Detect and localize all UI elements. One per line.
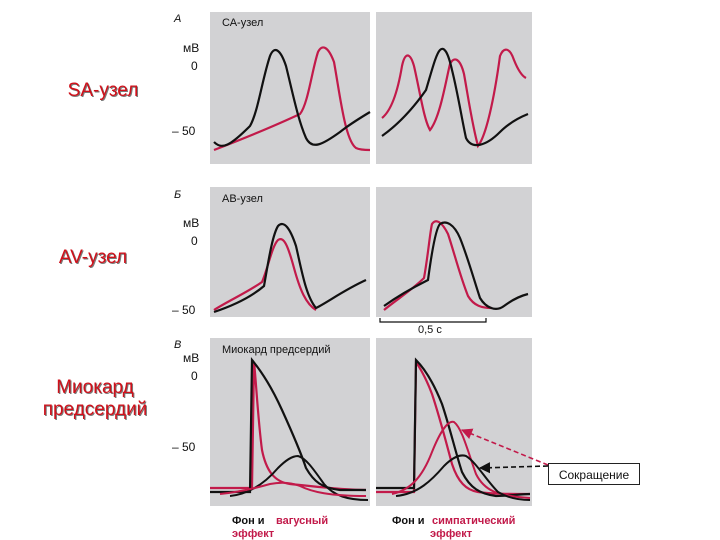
panel-c-right-contraction-background xyxy=(395,454,531,501)
panel-a-right-bg xyxy=(376,12,532,164)
contraction-callout: Сокращение xyxy=(548,463,640,485)
panel-a-right-effect-trace xyxy=(381,48,527,149)
caption-left-effect-line2: эффект xyxy=(232,528,275,540)
panel-c-right-contraction-effect xyxy=(391,420,531,499)
sa-node-label: SA-узел xyxy=(67,80,139,101)
caption-left-prefix: Фон и xyxy=(232,515,265,527)
contraction-arrow-black xyxy=(478,462,549,474)
panel-c-title: Миокард предсердий xyxy=(222,344,331,356)
caption-left-effect-line1: вагусный xyxy=(276,515,328,527)
panel-b-unit: мВ xyxy=(183,216,199,230)
panel-c-left-background-trace xyxy=(210,357,366,494)
panel-c-unit: мВ xyxy=(183,351,199,365)
scale-bar xyxy=(379,318,487,323)
panel-c-left-contraction-background xyxy=(229,454,369,501)
panel-a-unit: мВ xyxy=(183,41,199,55)
panel-b-letter: Б xyxy=(174,189,181,201)
panel-c-tick-minus50: – 50 xyxy=(172,440,196,454)
panel-b-title: АВ-узел xyxy=(222,193,263,205)
caption-right-effect-line1: симпатический xyxy=(432,515,515,527)
panel-c-left-contraction-effect xyxy=(219,481,367,497)
scale-bar-label: 0,5 с xyxy=(418,324,442,336)
caption-right-prefix: Фон и xyxy=(392,515,425,527)
panel-b-tick-minus50: – 50 xyxy=(172,303,196,317)
panel-c-left-bg xyxy=(210,338,370,506)
panel-c-letter: В xyxy=(174,339,181,351)
caption-right-effect-line2: эффект xyxy=(430,528,473,540)
panel-a-left-effect-trace xyxy=(213,46,371,152)
atrial-label-line2: предсердий xyxy=(42,399,148,420)
panel-a-right-background-trace xyxy=(381,47,529,147)
panel-b-left-effect-trace xyxy=(213,238,317,311)
panel-a-title: СА-узел xyxy=(222,17,263,29)
panel-a-tick-zero: 0 xyxy=(191,59,198,73)
panel-c-left-effect-trace xyxy=(210,361,367,492)
av-node-label: AV-узел xyxy=(58,247,128,268)
panel-a-letter: А xyxy=(173,13,181,25)
atrial-label-line1: Миокард xyxy=(56,377,134,398)
panel-b-left-background-trace xyxy=(213,222,367,314)
panel-b-tick-zero: 0 xyxy=(191,234,198,248)
panel-a-left-background-trace xyxy=(213,48,371,147)
panel-b-right-background-trace xyxy=(383,221,529,310)
panel-a-tick-minus50: – 50 xyxy=(172,124,196,138)
panel-c-tick-zero: 0 xyxy=(191,369,198,383)
atrial-myocardium-label: Миокард предсердий xyxy=(35,377,155,421)
